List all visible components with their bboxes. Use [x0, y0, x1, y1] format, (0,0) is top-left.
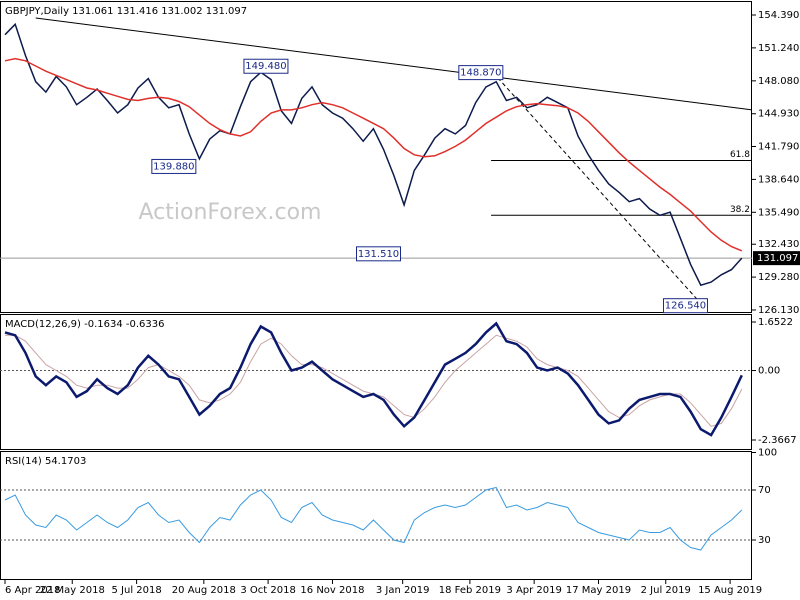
panel-frame [0, 451, 752, 580]
annotation: 139.880 [151, 158, 197, 174]
x-tick-label: 3 Jan 2019 [376, 585, 430, 596]
annotation-label: 139.880 [153, 161, 194, 172]
series-line [4, 486, 743, 551]
x-tick-label: 20 Aug 2018 [172, 585, 236, 596]
x-tick-label: 16 Nov 2018 [300, 585, 364, 596]
trend-line [35, 17, 753, 111]
annotation-box [356, 246, 402, 262]
annotation-label: 131.510 [358, 249, 399, 260]
annotation-label: 148.870 [460, 68, 501, 79]
annotation: 131.510 [356, 246, 402, 262]
y-tick-label: 132.430 [758, 239, 799, 250]
x-tick-label: 2 Jul 2019 [641, 585, 691, 596]
y-tick-label: 100 [758, 448, 777, 459]
y-tick-label: 141.790 [758, 142, 799, 153]
y-tick-label: 144.930 [758, 109, 799, 120]
series-line [4, 57, 743, 252]
annotation-box [151, 158, 197, 174]
x-tick-label: 6 Apr 2018 [5, 585, 60, 596]
y-tick-label: 154.390 [758, 10, 799, 21]
y-tick-label: 129.280 [758, 272, 799, 283]
projection-line [492, 72, 704, 307]
x-tick-label: 3 Apr 2019 [506, 585, 561, 596]
y-tick-label: 126.130 [758, 305, 799, 316]
y-tick-label: 0.00 [758, 366, 780, 377]
x-tick-label: 18 Feb 2019 [439, 585, 501, 596]
annotation: 148.870 [458, 65, 504, 81]
x-tick-label: 3 Oct 2018 [240, 585, 295, 596]
x-tick-label: 15 Aug 2019 [698, 585, 762, 596]
last-price-label: 131.097 [757, 253, 798, 264]
y-tick-label: -2.3667 [758, 435, 797, 446]
y-tick-label: 138.640 [758, 174, 799, 185]
fib-label: 61.8 [730, 150, 750, 160]
y-tick-label: 135.490 [758, 207, 799, 218]
panel-title: GBPJPY,Daily 131.061 131.416 131.002 131… [5, 6, 247, 17]
last-price-box [753, 251, 800, 266]
y-tick-label: 151.240 [758, 43, 799, 54]
watermark: ActionForex.com [139, 200, 322, 225]
annotation-label: 149.480 [245, 61, 286, 72]
x-tick-label: 5 Jul 2018 [111, 585, 161, 596]
y-tick-label: 70 [758, 485, 771, 496]
fib-label: 38.2 [730, 205, 750, 215]
annotation-box [243, 58, 289, 74]
panel-title: RSI(14) 54.1703 [5, 456, 86, 467]
series-line [5, 334, 743, 427]
x-tick-label: 17 May 2019 [566, 585, 631, 596]
annotation-box [458, 65, 504, 81]
y-tick-label: 148.080 [758, 76, 799, 87]
annotation-box [662, 298, 708, 314]
y-tick-label: 30 [758, 535, 771, 546]
panel-frame [0, 1, 752, 313]
panel-frame [0, 314, 752, 450]
annotation-label: 126.540 [665, 301, 706, 312]
annotation: 126.540 [662, 298, 708, 314]
x-tick-label: 22 May 2018 [40, 585, 105, 596]
series-line [4, 22, 743, 287]
series-line [4, 321, 743, 437]
annotation: 149.480 [243, 58, 289, 74]
y-tick-label: 1.6522 [758, 317, 793, 328]
panel-title: MACD(12,26,9) -0.1634 -0.6336 [5, 319, 165, 330]
